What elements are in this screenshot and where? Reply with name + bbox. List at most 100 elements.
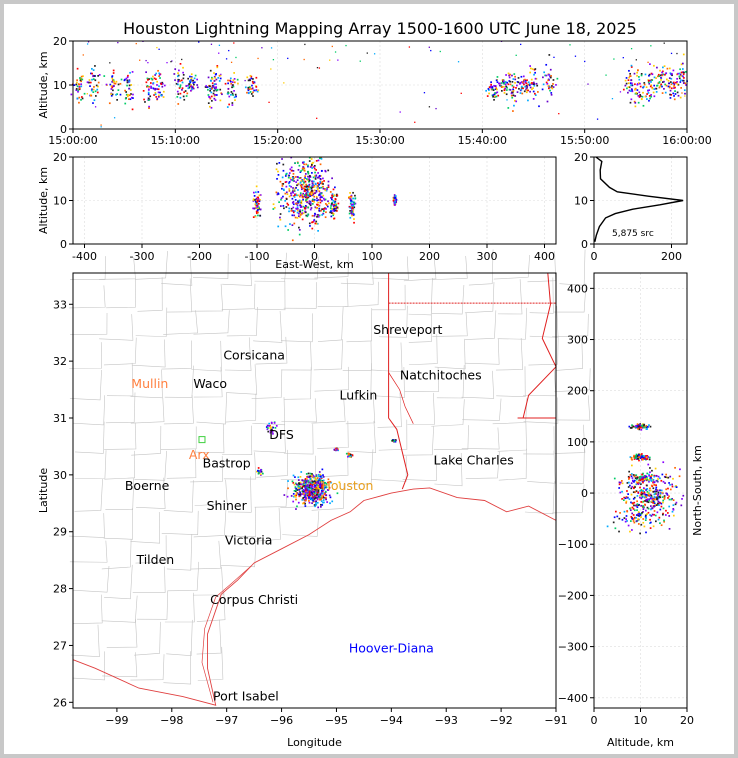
at-source-point xyxy=(177,83,179,86)
at-source-point xyxy=(635,92,638,94)
at-source-point xyxy=(674,93,677,95)
map-source-point xyxy=(317,489,320,492)
map-source-point xyxy=(304,502,306,505)
ew-source-point xyxy=(299,195,301,198)
at-source-point xyxy=(435,107,437,110)
at-source-point xyxy=(527,89,529,92)
ew-source-point xyxy=(308,178,310,180)
ew-x-tick-label: -300 xyxy=(130,250,155,263)
ew-source-point xyxy=(353,221,355,224)
map-source-point xyxy=(292,474,295,477)
ew-source-point xyxy=(252,207,254,210)
ew-source-point xyxy=(394,199,397,201)
ns-source-point xyxy=(616,515,619,518)
map-source-point xyxy=(295,492,298,495)
at-source-point xyxy=(316,117,318,119)
ns-source-point xyxy=(665,488,668,491)
ew-source-point xyxy=(293,196,296,198)
ns-source-point xyxy=(635,483,638,486)
at-source-point xyxy=(505,93,508,96)
ew-source-point xyxy=(349,216,352,219)
map-source-point xyxy=(308,490,311,493)
ew-source-point xyxy=(301,161,304,164)
at-source-point xyxy=(517,81,520,84)
ns-source-point xyxy=(661,473,664,476)
ew-source-point xyxy=(306,201,308,204)
at-source-point xyxy=(673,95,675,97)
at-source-point xyxy=(648,74,650,77)
at-source-point xyxy=(505,85,508,88)
ew-source-point xyxy=(305,194,307,197)
map-source-point xyxy=(320,480,323,483)
at-source-point xyxy=(154,74,157,76)
ns-source-point xyxy=(654,492,657,495)
at-source-point xyxy=(196,86,199,89)
ns-source-point xyxy=(631,458,633,461)
map-source-point xyxy=(303,496,306,499)
ns-source-point xyxy=(654,514,657,517)
county-boundary xyxy=(348,363,372,400)
at-source-point xyxy=(228,49,230,52)
at-source-point xyxy=(112,72,115,74)
county-boundary xyxy=(106,618,138,648)
at-source-point xyxy=(531,88,533,91)
at-source-point xyxy=(148,78,150,80)
ew-source-point xyxy=(314,182,317,185)
county-boundary xyxy=(161,510,199,535)
at-source-point xyxy=(677,72,679,75)
ew-source-point xyxy=(347,196,350,199)
at-source-point xyxy=(212,85,215,88)
at-source-point xyxy=(250,77,253,80)
ns-source-point xyxy=(630,515,633,518)
ns-source-point xyxy=(635,478,638,481)
county-boundary xyxy=(407,392,436,425)
at-source-point xyxy=(227,92,230,94)
at-source-point xyxy=(497,94,500,97)
ew-source-point xyxy=(302,198,304,201)
at-source-point xyxy=(493,95,496,98)
county-boundary xyxy=(70,256,106,280)
ns-source-point xyxy=(638,482,641,484)
ns-source-point xyxy=(656,480,659,483)
ns-source-point xyxy=(660,479,663,482)
map-y-tick-label: 31 xyxy=(53,412,67,425)
at-source-point xyxy=(653,64,655,67)
at-source-point xyxy=(670,83,673,86)
ns-source-point xyxy=(645,475,648,478)
ns-source-point xyxy=(655,490,658,493)
ns-source-point xyxy=(646,494,649,497)
map-source-point xyxy=(324,484,327,487)
ew-source-point xyxy=(285,206,288,208)
ew-source-point xyxy=(258,194,261,197)
county-boundary xyxy=(559,249,586,286)
ew-source-point xyxy=(287,229,290,231)
map-source-point xyxy=(298,488,300,491)
ew-source-point xyxy=(335,206,337,209)
map-source-point xyxy=(315,487,318,490)
ew-source-point xyxy=(330,210,332,213)
ew-source-point xyxy=(282,183,285,185)
ew-source-point xyxy=(322,185,324,188)
at-source-point xyxy=(628,69,630,72)
at-source-point xyxy=(660,79,662,81)
ew-source-point xyxy=(312,221,314,223)
ns-source-point xyxy=(635,481,638,483)
map-source-point xyxy=(321,480,324,482)
ns-source-point xyxy=(663,519,665,522)
at-source-point xyxy=(662,73,665,76)
at-source-point xyxy=(112,89,114,92)
ns-source-point xyxy=(645,496,648,499)
county-boundary xyxy=(283,424,314,455)
ew-source-point xyxy=(313,186,316,188)
ew-source-point xyxy=(313,184,316,187)
ns-source-point xyxy=(650,479,652,481)
ns-source-point xyxy=(649,487,651,490)
map-source-point xyxy=(299,485,302,488)
ew-source-point xyxy=(258,208,260,210)
at-source-point xyxy=(255,76,258,79)
at-source-point xyxy=(532,81,535,84)
at-source-point xyxy=(534,68,537,70)
city-label: Mullin xyxy=(131,376,168,391)
ew-source-point xyxy=(318,187,321,189)
ns-source-point xyxy=(640,493,643,496)
